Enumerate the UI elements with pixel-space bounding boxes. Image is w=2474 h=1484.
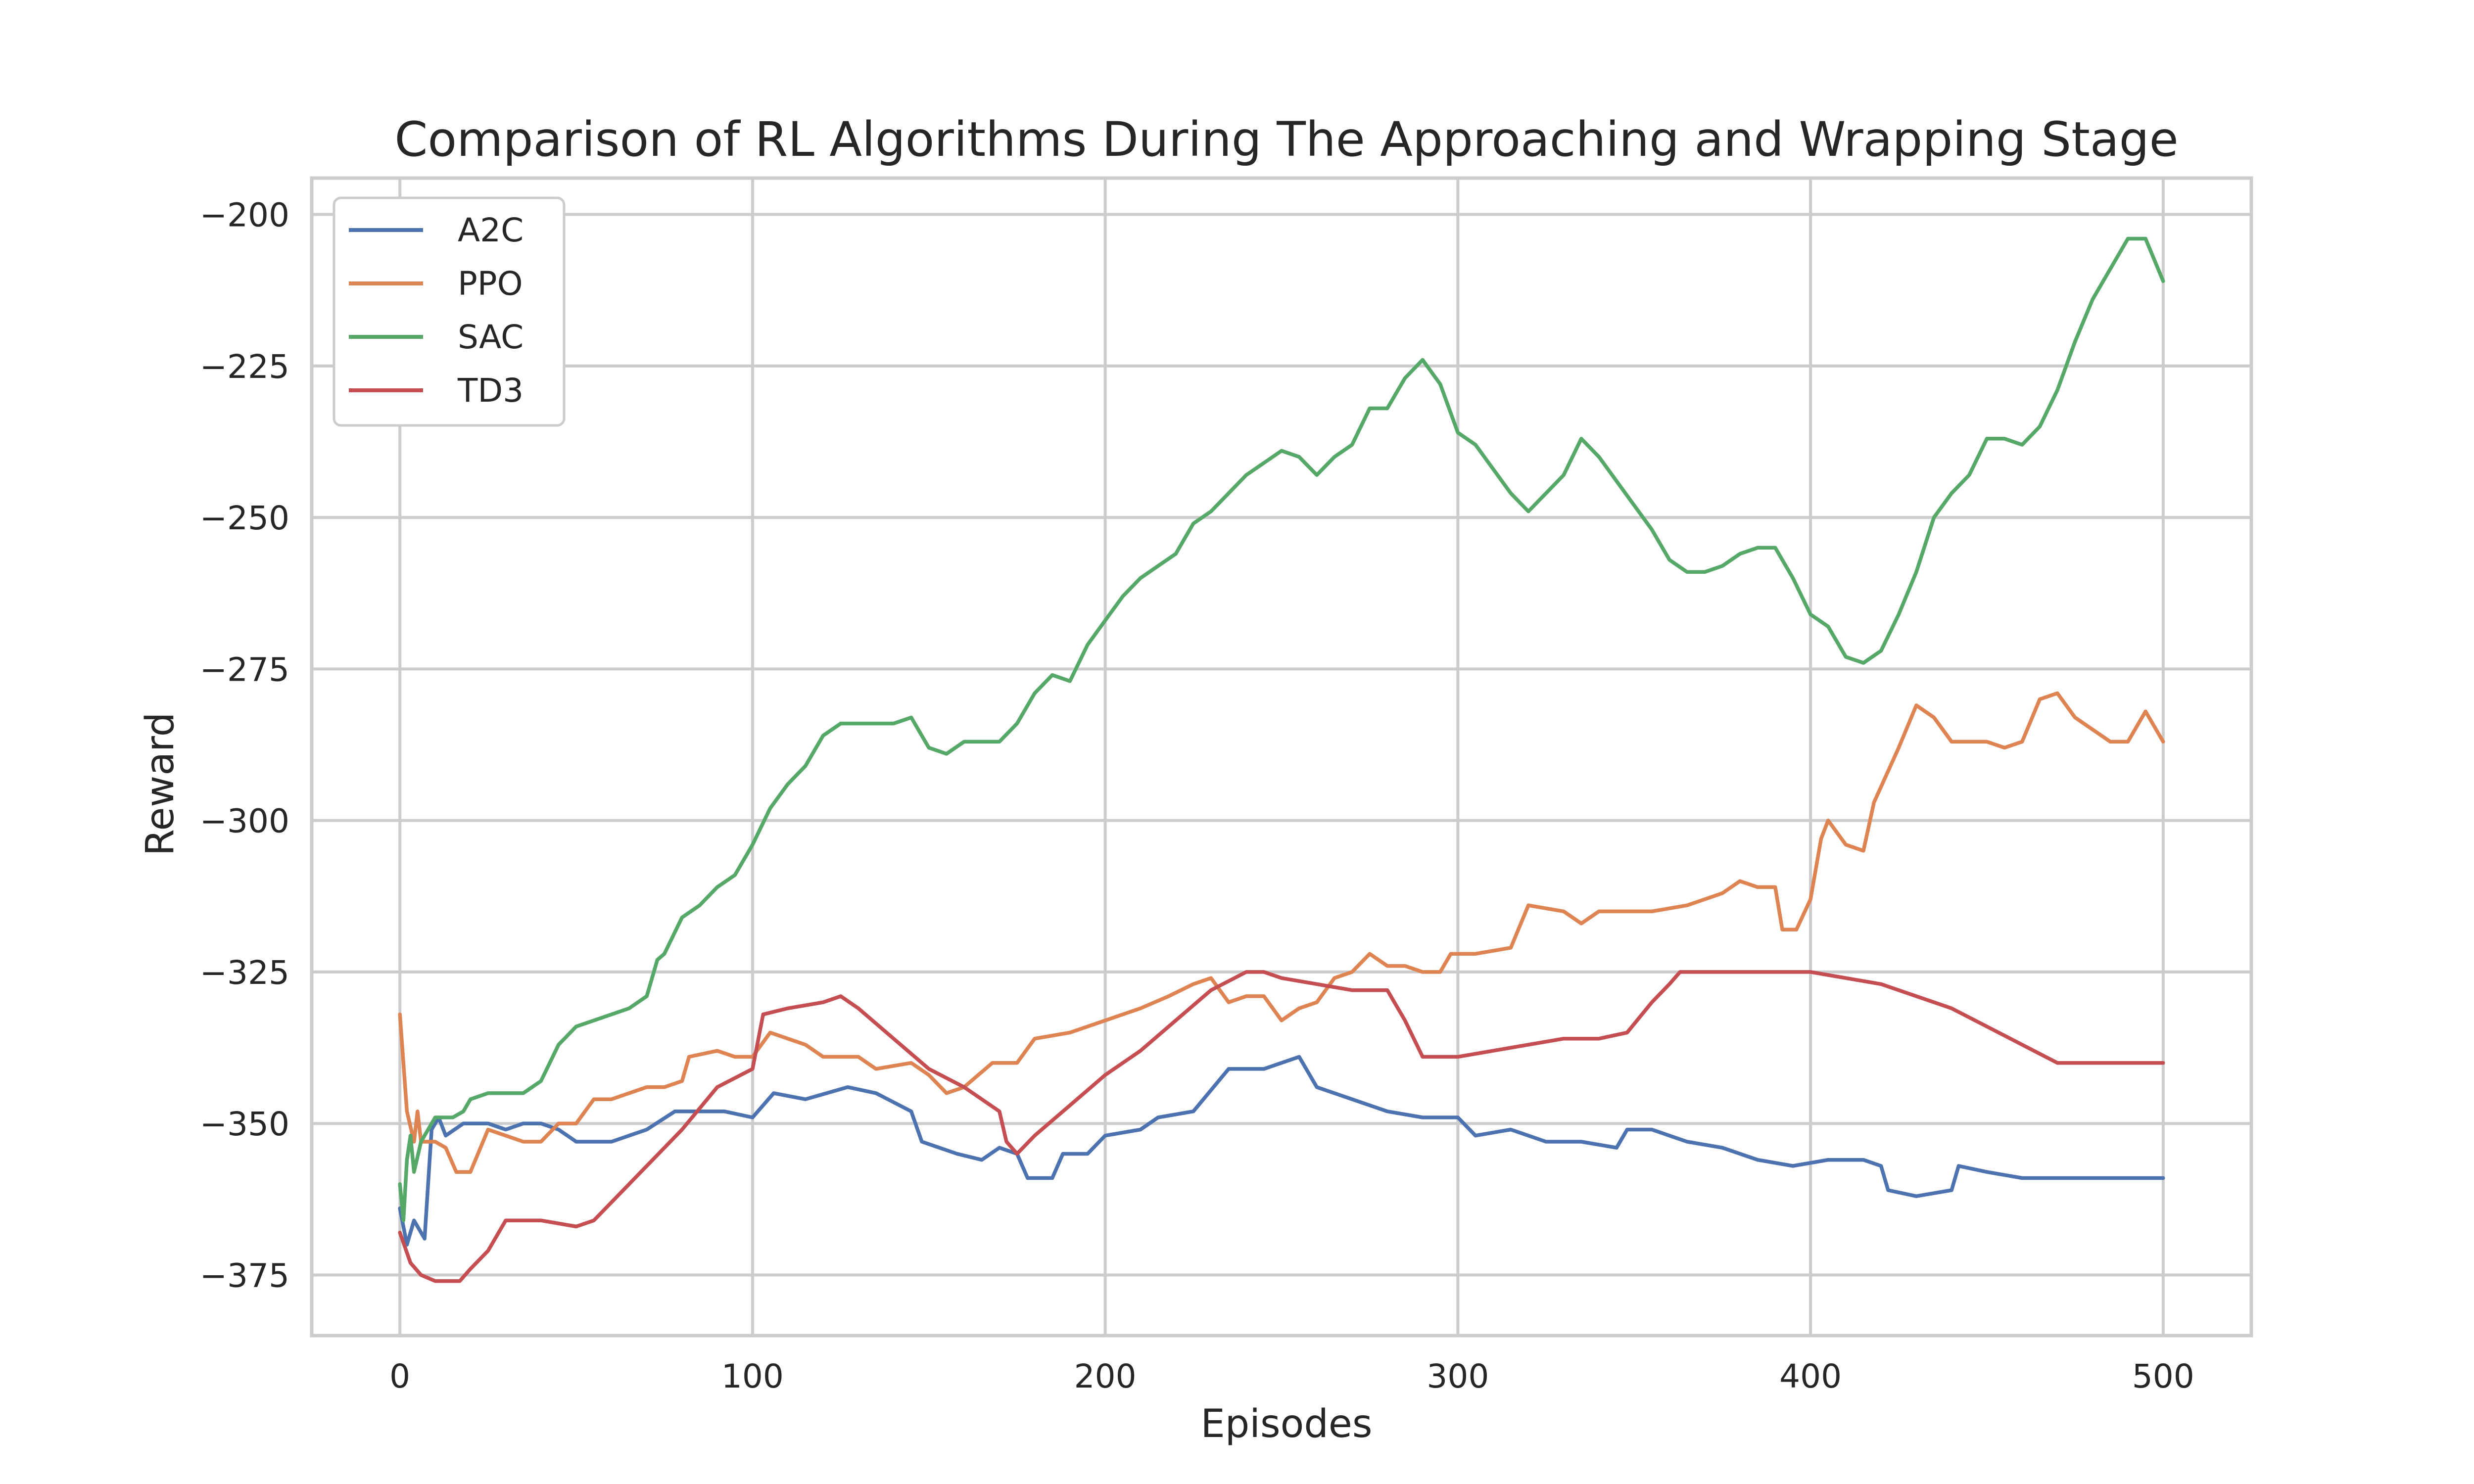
- series-line-a2c: [398, 1055, 2165, 1247]
- y-axis-label: Reward: [138, 712, 183, 856]
- y-tick-label: −350: [200, 1105, 289, 1143]
- legend-label-a2c: A2C: [458, 211, 523, 249]
- y-gridlines: [312, 213, 2251, 1277]
- y-tick-label: −300: [200, 802, 289, 840]
- series-line-ppo: [398, 691, 2165, 1174]
- plot-frame: [310, 176, 2253, 1338]
- x-tick-label: 100: [721, 1357, 784, 1395]
- x-tick-label: 0: [389, 1357, 410, 1395]
- legend-label-ppo: PPO: [458, 265, 523, 303]
- x-tick-label: 200: [1074, 1357, 1137, 1395]
- legend-label-sac: SAC: [458, 318, 523, 356]
- x-axis-label: Episodes: [1201, 1402, 1373, 1446]
- y-tick-label: −325: [200, 954, 289, 992]
- x-tick-label: 400: [1779, 1357, 1842, 1395]
- y-tick-label: −275: [200, 650, 289, 689]
- series-line-sac: [398, 236, 2165, 1222]
- x-tick-label: 500: [2132, 1357, 2194, 1395]
- y-tick-label: −250: [200, 499, 289, 537]
- legend-label-td3: TD3: [457, 371, 523, 410]
- legend-box: [333, 196, 566, 427]
- y-tick-labels: −375 −350 −325 −300 −275 −250 −225 −200: [200, 196, 289, 1295]
- chart-title: Comparison of RL Algorithms During The A…: [394, 112, 2178, 167]
- y-tick-label: −375: [200, 1256, 289, 1295]
- x-tick-labels: 0 100 200 300 400 500: [389, 1357, 2194, 1395]
- y-tick-label: −200: [200, 196, 289, 234]
- y-tick-label: −225: [200, 348, 289, 386]
- legend: A2C PPO SAC TD3: [333, 196, 566, 427]
- x-tick-label: 300: [1427, 1357, 1489, 1395]
- series-line-td3: [398, 970, 2165, 1283]
- x-gridlines: [398, 178, 2165, 1336]
- series-lines: [398, 236, 2165, 1283]
